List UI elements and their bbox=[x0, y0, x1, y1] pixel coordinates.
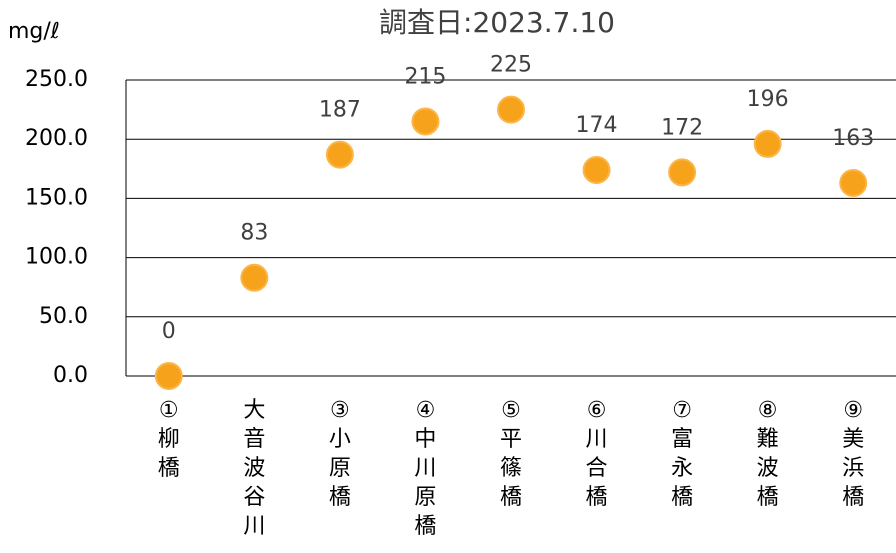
marker bbox=[497, 95, 525, 124]
y-tick-label: 200.0 bbox=[25, 126, 88, 151]
y-tick-label: 250.0 bbox=[25, 67, 88, 92]
x-tick-label: ⑧ 難波橋 bbox=[757, 398, 779, 510]
y-tick-label: 50.0 bbox=[39, 304, 88, 329]
x-tick-label: ⑦ 富永橋 bbox=[671, 398, 693, 510]
data-label: 215 bbox=[404, 64, 446, 89]
y-tick-label: 150.0 bbox=[25, 185, 88, 210]
marker bbox=[411, 107, 440, 136]
data-label: 163 bbox=[832, 126, 874, 151]
marker bbox=[753, 129, 782, 158]
x-tick-label: ① 柳橋 bbox=[158, 398, 180, 481]
data-label: 187 bbox=[319, 98, 361, 123]
x-tick-label: ③ 小原橋 bbox=[329, 398, 351, 510]
marker bbox=[582, 155, 611, 184]
data-label: 0 bbox=[162, 319, 176, 344]
y-tick-label: 100.0 bbox=[25, 245, 88, 270]
x-tick-label: ⑤ 平篠橋 bbox=[500, 398, 522, 510]
y-axis-label: mg/ℓ bbox=[8, 19, 60, 44]
marker bbox=[668, 158, 697, 187]
data-label: 83 bbox=[240, 221, 268, 246]
marker bbox=[240, 263, 269, 292]
data-label: 196 bbox=[747, 87, 789, 112]
x-tick-label: ⑨ 美浜橋 bbox=[842, 398, 864, 510]
marker bbox=[325, 140, 354, 169]
chart-title: 調査日:2023.7.10 bbox=[379, 6, 615, 39]
marker bbox=[154, 362, 183, 390]
data-label: 172 bbox=[661, 115, 703, 140]
x-tick-label: 大音波谷川 bbox=[243, 398, 265, 539]
data-label: 225 bbox=[490, 53, 532, 78]
x-tick-label: ④ 中川原橋 bbox=[414, 398, 436, 539]
x-tick-label: ⑥ 川合橋 bbox=[586, 398, 608, 510]
y-tick-label: 0.0 bbox=[53, 363, 88, 388]
marker bbox=[839, 169, 868, 198]
data-label: 174 bbox=[576, 113, 618, 138]
